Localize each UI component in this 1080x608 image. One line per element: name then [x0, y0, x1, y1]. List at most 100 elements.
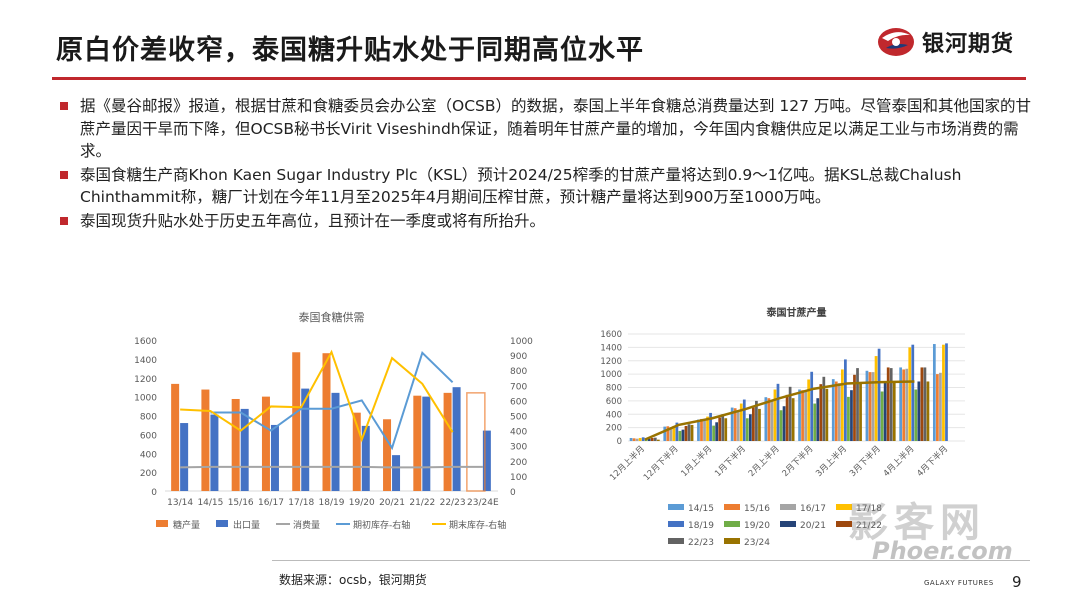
bar — [926, 381, 930, 441]
x-tick-label: 17/18 — [288, 498, 314, 508]
x-tick-label: 23/24E — [467, 498, 499, 508]
bar — [180, 423, 189, 491]
bar — [331, 392, 340, 491]
x-tick-label: 3月上半月 — [814, 443, 850, 479]
bar — [816, 398, 820, 441]
bullet-item: 泰国现货升贴水处于历史五年高位，且预计在一季度或将有所抬升。 — [60, 210, 1035, 233]
legend-label: 16/17 — [800, 504, 826, 514]
x-tick-label: 2月下半月 — [780, 443, 816, 479]
bar — [210, 414, 219, 491]
bar — [678, 430, 682, 441]
bar — [788, 386, 792, 441]
bar — [270, 424, 279, 491]
bar — [392, 455, 401, 491]
bar — [724, 418, 728, 441]
bar — [883, 381, 887, 441]
legend-swatch — [836, 504, 852, 510]
y2-tick-label: 300 — [510, 443, 527, 453]
x-tick-label: 20/21 — [379, 498, 405, 508]
footer-divider — [272, 560, 1030, 561]
bar — [856, 368, 859, 441]
bar — [886, 367, 890, 441]
bar — [742, 399, 746, 441]
bar — [675, 422, 679, 441]
bar — [939, 372, 942, 441]
logo: 银河期货 — [876, 26, 1014, 58]
bar — [629, 437, 633, 441]
logo-text: 银河期货 — [922, 32, 1015, 57]
y-tick-label: 1200 — [134, 375, 157, 385]
y-tick-label: 1200 — [600, 357, 622, 367]
y2-tick-label: 700 — [510, 382, 527, 392]
bar — [837, 383, 841, 441]
bar — [171, 383, 180, 491]
bar — [482, 430, 491, 491]
bar — [669, 427, 673, 441]
x-tick-label: 18/19 — [319, 498, 345, 508]
y2-tick-label: 0 — [510, 488, 516, 498]
bar — [632, 438, 636, 441]
y2-tick-label: 1000 — [510, 337, 533, 347]
bar — [871, 372, 875, 441]
bar — [361, 425, 370, 491]
legend-label: 15/16 — [744, 504, 770, 514]
bar — [844, 359, 847, 441]
legend-label: 20/21 — [800, 521, 826, 531]
x-tick-label: 4月上半月 — [881, 443, 917, 479]
y2-tick-label: 200 — [510, 458, 527, 468]
legend-label: 14/15 — [688, 504, 714, 514]
bar — [231, 398, 240, 491]
legend-label: 17/18 — [856, 504, 882, 514]
bar — [936, 374, 939, 441]
bar — [703, 420, 706, 441]
legend-label: 期末库存-右轴 — [449, 519, 506, 531]
bar — [650, 437, 654, 441]
bar — [920, 367, 924, 441]
trend-line — [644, 380, 915, 441]
bar — [892, 382, 896, 441]
legend-swatch — [836, 521, 852, 527]
y-tick-label: 600 — [140, 431, 157, 441]
bar — [700, 418, 703, 441]
y-tick-label: 800 — [140, 413, 157, 423]
bar — [902, 369, 906, 441]
bullet-item: 据《曼谷邮报》报道，根据甘蔗和食糖委员会办公室（OCSB）的数据，泰国上半年食糖… — [60, 95, 1035, 163]
bar — [301, 388, 310, 491]
x-tick-label: 22/23 — [440, 498, 466, 508]
bar — [733, 408, 737, 441]
bar — [739, 403, 743, 441]
chart-title: 泰国食糖供需 — [299, 310, 365, 324]
bar — [672, 425, 676, 441]
bar — [755, 400, 758, 441]
bar — [684, 425, 688, 441]
legend-label: 期初库存-右轴 — [353, 519, 410, 531]
legend-swatch — [724, 538, 740, 544]
y-tick-label: 200 — [606, 424, 622, 434]
bar — [865, 370, 869, 441]
bar — [712, 425, 715, 441]
legend-swatch — [668, 504, 684, 510]
bar — [889, 368, 893, 441]
bar — [917, 381, 921, 441]
x-tick-label: 21/22 — [409, 498, 435, 508]
bar — [201, 389, 210, 491]
bar — [748, 414, 752, 441]
x-tick-label: 12月上半月 — [607, 443, 646, 482]
bullet-item: 泰国食糖生产商Khon Kaen Sugar Industry Plc（KSL）… — [60, 164, 1035, 209]
bullet-list: 据《曼谷邮报》报道，根据甘蔗和食糖委员会办公室（OCSB）的数据，泰国上半年食糖… — [60, 95, 1035, 233]
bar — [641, 437, 645, 441]
x-tick-label: 3月下半月 — [847, 443, 883, 479]
thai-sugar-supply-demand-chart: 泰国食糖供需 0 200 400 600 800 1000 1200 1400 1600 0 100 2… — [134, 310, 533, 531]
bar — [681, 429, 685, 441]
bar — [773, 389, 777, 441]
bar — [942, 344, 945, 441]
bar — [721, 414, 725, 441]
bar — [635, 438, 639, 441]
legend-label: 19/20 — [744, 521, 770, 531]
page-number: 9 — [1012, 573, 1022, 591]
y2-tick-label: 400 — [510, 428, 527, 438]
bar — [352, 412, 361, 491]
bar — [752, 407, 755, 441]
bar — [697, 419, 700, 441]
bar — [923, 367, 927, 441]
